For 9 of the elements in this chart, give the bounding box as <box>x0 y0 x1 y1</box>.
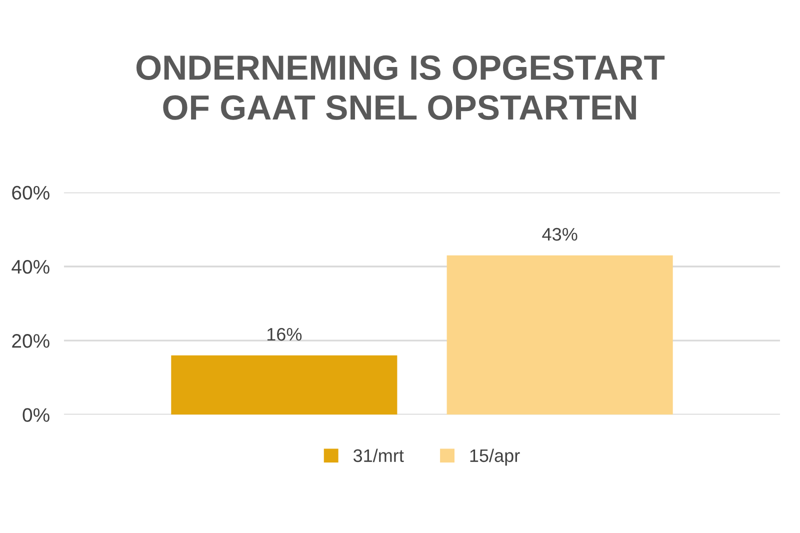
data-label: 43% <box>542 228 578 241</box>
chart-title: ONDERNEMING IS OPGESTART OF GAAT SNEL OPSTARTEN <box>136 55 665 120</box>
y-tick-label: 20% <box>12 334 50 348</box>
y-tick-label: 60% <box>12 186 50 200</box>
legend-label: 15/apr <box>470 448 520 466</box>
legend-label: 31/mrt <box>353 448 404 462</box>
y-tick-label: 40% <box>12 260 50 274</box>
data-label: 16% <box>267 328 302 341</box>
y-tick-label: 0% <box>22 408 50 422</box>
